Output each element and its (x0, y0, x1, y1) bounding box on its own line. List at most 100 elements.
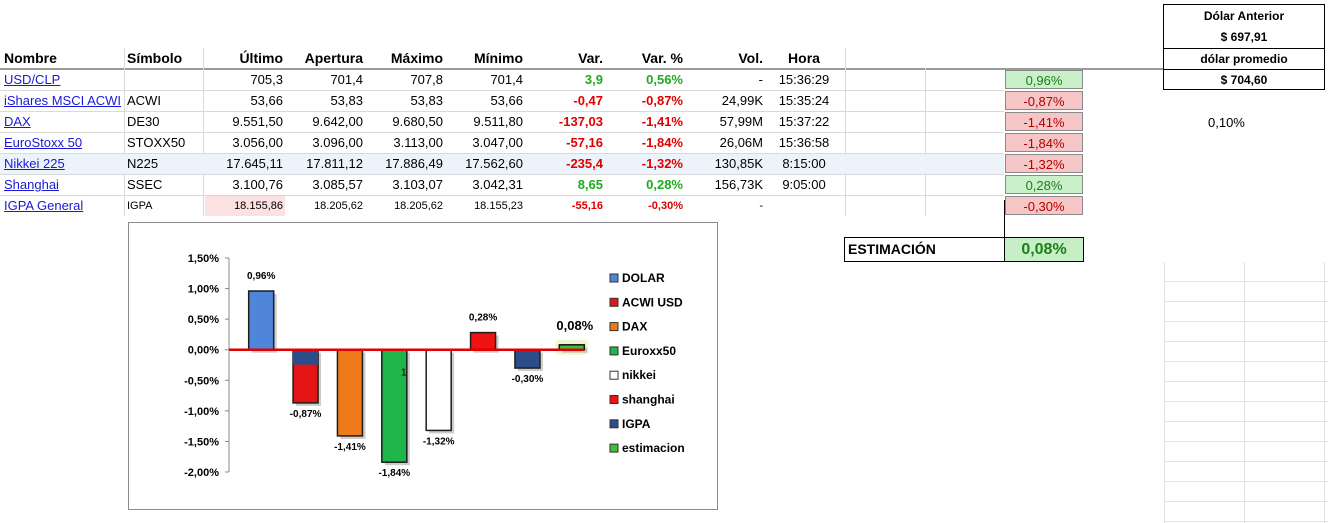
cell-low: 53,66 (490, 93, 523, 108)
cell-name[interactable]: IGPA General (4, 198, 84, 213)
row-divider (0, 90, 1004, 91)
col-header-varpct[interactable]: Var. % (641, 50, 683, 66)
chart-area[interactable]: 1,50% 1,00% 0,50% 0,00% -0,50% -1,00% -1,50% -2… (128, 222, 718, 510)
bar-dolar (247, 290, 275, 351)
sheet-gridline (1164, 501, 1328, 502)
data-label: -1,41% (334, 442, 366, 453)
row-divider (0, 174, 1004, 175)
col-header-var[interactable]: Var. (578, 50, 603, 66)
sheet-gridline (1164, 401, 1328, 402)
cell-varpct: -1,41% (641, 114, 683, 129)
y-tick-label: 0,50% (188, 314, 219, 326)
cell-symbol: DE30 (127, 114, 160, 129)
sheet-gridline (1164, 381, 1328, 382)
col-divider (203, 48, 204, 216)
data-label: 0,08% (556, 318, 593, 333)
pct-cell[interactable]: -0,30% (1005, 196, 1083, 215)
legend-swatch (609, 443, 619, 453)
selected-row-highlight (0, 154, 1004, 174)
bar-acwi-overlap (293, 349, 319, 365)
cell-high: 53,83 (410, 93, 443, 108)
cell-open: 17.811,12 (306, 156, 363, 171)
sheet-gridline (1164, 361, 1328, 362)
cell-symbol: SSEC (127, 177, 163, 192)
estimacion-label[interactable]: ESTIMACIÓN (844, 237, 1005, 262)
cell-varpct: -1,32% (641, 156, 683, 171)
sheet-gridline (1164, 521, 1328, 522)
dolar-promedio-label: dólar promedio (1164, 49, 1324, 70)
cell-symbol: N225 (127, 156, 159, 171)
dolar-promedio-box[interactable]: dólar promedio $ 704,60 (1163, 48, 1325, 90)
cell-high: 3.103,07 (392, 177, 443, 192)
col-divider (845, 48, 846, 216)
pct-cell[interactable]: -1,84% (1005, 133, 1083, 152)
col-header-nombre[interactable]: Nombre (4, 50, 57, 66)
cell-name[interactable]: iShares MSCI ACWI (4, 93, 122, 108)
cell-high: 17.886,49 (385, 156, 443, 171)
legend-swatch (609, 346, 619, 356)
cell-name[interactable]: DAX (4, 114, 31, 129)
col-header-maximo[interactable]: Máximo (390, 50, 443, 66)
legend-label-acwi-usd: ACWI USD (622, 295, 683, 309)
cell-last: 53,66 (250, 93, 283, 108)
col-header-hora[interactable]: Hora (788, 50, 820, 66)
cell-open: 9.642,00 (312, 114, 363, 129)
cell-vol: 130,85K (714, 156, 763, 171)
cell-time: 15:37:22 (778, 114, 830, 129)
cell-high: 707,8 (410, 72, 443, 87)
estimacion-value[interactable]: 0,08% (1004, 237, 1084, 262)
cell-name[interactable]: EuroStoxx 50 (4, 135, 83, 150)
row-divider (0, 195, 1004, 196)
y-tick-label: 1,50% (188, 253, 219, 265)
cell-time: 9:05:00 (782, 177, 826, 192)
side-value[interactable]: 0,10% (1208, 115, 1245, 130)
col-header-simbolo[interactable]: Símbolo (127, 50, 183, 66)
cell-name[interactable]: USD/CLP (4, 72, 61, 87)
pct-cell[interactable]: -1,32% (1005, 154, 1083, 173)
legend-swatch (609, 370, 619, 380)
pct-cell[interactable]: -1,41% (1005, 112, 1083, 131)
cell-open: 18.205,62 (314, 200, 363, 212)
cell-open: 3.085,57 (312, 177, 363, 192)
cell-var: 8,65 (577, 177, 603, 192)
row-divider (0, 153, 1004, 154)
legend-label-igpa: IGPA (622, 417, 651, 431)
bar-dax (336, 348, 364, 437)
col-header-ultimo[interactable]: Último (239, 50, 283, 66)
col-header-apertura[interactable]: Apertura (304, 50, 363, 66)
pct-cell[interactable]: 0,96% (1005, 70, 1083, 89)
cell-var: 3,9 (584, 72, 603, 87)
pct-cell[interactable]: -0,87% (1005, 91, 1083, 110)
data-label: -1,32% (423, 436, 455, 447)
col-header-vol[interactable]: Vol. (738, 50, 763, 66)
pct-cell[interactable]: 0,28% (1005, 175, 1083, 194)
bar-igpa (514, 348, 541, 369)
cell-var: -55,16 (571, 200, 603, 212)
sheet-gridline (1164, 301, 1328, 302)
col-divider (925, 68, 926, 216)
legend-label-shanghai: shanghai (622, 393, 675, 407)
dolar-anterior-label: Dólar Anterior (1203, 9, 1285, 23)
sheet-gridline (1164, 481, 1328, 482)
cell-high: 18.205,62 (394, 200, 443, 212)
dolar-anterior-box[interactable]: Dólar Anterior $ 697,91 (1163, 4, 1325, 49)
legend-swatch (609, 395, 619, 404)
sheet-gridline (1164, 421, 1328, 422)
y-tick-label: -1,50% (184, 436, 219, 448)
legend-label-dolar: DOLAR (622, 271, 665, 285)
cell-vol: 24,99K (721, 93, 763, 108)
col-header-minimo[interactable]: Mínimo (474, 50, 523, 66)
cell-last: 3.056,00 (232, 135, 283, 150)
data-label: -1,84% (378, 468, 410, 479)
data-label: 0,96% (247, 271, 275, 282)
y-tick-label: 1,00% (188, 284, 219, 296)
cell-open: 53,83 (330, 93, 363, 108)
cell-name[interactable]: Shanghai (4, 177, 59, 192)
cell-varpct: -0,87% (641, 93, 683, 108)
legend-swatch (609, 297, 619, 307)
row-divider (0, 132, 1004, 133)
cell-name[interactable]: Nikkei 225 (4, 156, 65, 171)
legend-label-euroxx50: Euroxx50 (622, 344, 676, 358)
cell-time: 15:36:29 (778, 72, 830, 87)
cell-open: 701,4 (330, 72, 363, 87)
